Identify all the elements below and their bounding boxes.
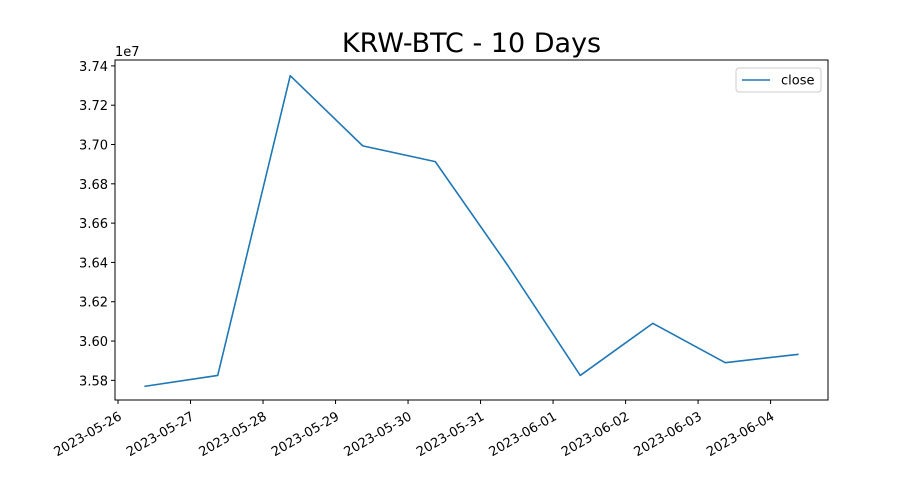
legend: close <box>735 67 822 93</box>
y-tick-label: 3.68 <box>79 178 108 193</box>
x-tick-label: 2023-06-04 <box>704 409 777 460</box>
y-tick-label: 3.66 <box>79 217 108 232</box>
y-tick-label: 3.58 <box>79 374 108 389</box>
y-tick-label: 3.62 <box>79 296 108 311</box>
legend-label: close <box>781 74 814 89</box>
y-tick-label: 3.74 <box>79 60 108 75</box>
x-tick-label: 2023-06-01 <box>487 409 560 460</box>
plot-area <box>114 59 829 401</box>
x-tick-label: 2023-05-28 <box>197 409 270 460</box>
x-tick-label: 2023-06-03 <box>632 409 705 460</box>
series-line-close <box>144 74 799 388</box>
x-tick-label: 2023-05-30 <box>342 409 415 460</box>
x-tick-label: 2023-06-02 <box>559 409 632 460</box>
series-layer <box>144 74 799 388</box>
plot-frame <box>114 59 829 401</box>
chart-title: KRW-BTC - 10 Days <box>342 28 601 59</box>
y-tick-label: 3.70 <box>79 139 108 154</box>
y-tick-label: 3.60 <box>79 335 108 350</box>
x-tick-label: 2023-05-27 <box>124 409 197 460</box>
x-tick-label: 2023-05-26 <box>52 409 125 460</box>
y-axis: 3.58 3.60 3.62 3.64 3.66 3.68 3.70 3.72 3.74 <box>79 60 115 389</box>
x-axis: 2023-05-26 2023-05-27 2023-05-28 2023-05-29… <box>52 400 777 460</box>
y-tick-label: 3.72 <box>79 99 108 114</box>
x-tick-label: 2023-05-29 <box>269 409 342 460</box>
legend-box <box>735 67 822 93</box>
y-offset-label: 1e7 <box>115 45 140 60</box>
y-tick-label: 3.64 <box>79 256 108 271</box>
x-tick-label: 2023-05-31 <box>414 409 487 460</box>
